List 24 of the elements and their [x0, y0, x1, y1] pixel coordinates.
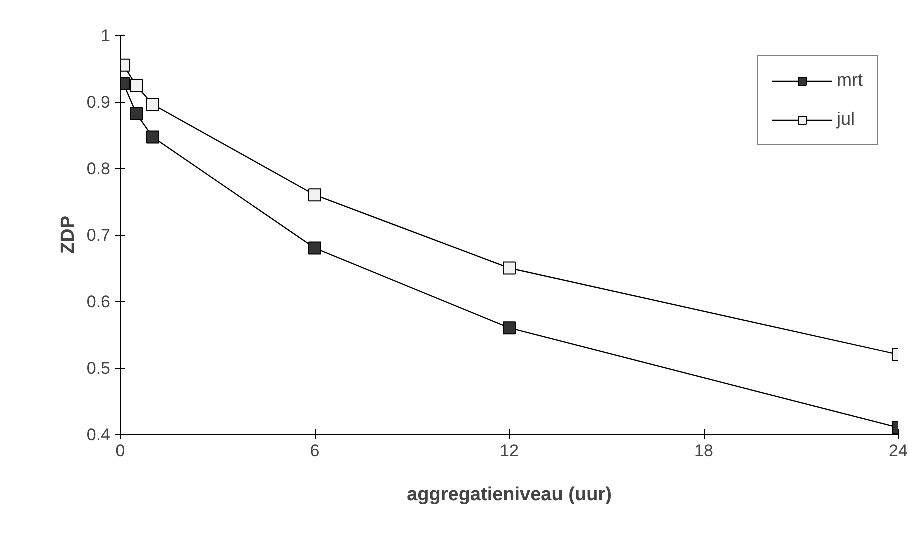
x-tick-label: 12: [500, 442, 519, 460]
point: [130, 107, 144, 120]
x-tick-label: 6: [310, 442, 320, 460]
legend-label: jul: [837, 109, 856, 130]
x-tick-label: 0: [116, 442, 126, 460]
y-tick-label: 0.8: [86, 160, 111, 178]
point: [146, 130, 160, 144]
point: [503, 322, 516, 335]
y-tick-label: 0.7: [86, 226, 111, 245]
x-axis-title: aggregatieniveau (uur): [407, 484, 612, 506]
point: [130, 80, 144, 93]
y-tick-label: 0.5: [86, 359, 111, 378]
point: [308, 242, 322, 255]
y-tick-label: 0.9: [86, 93, 111, 112]
y-tick-label: 0.4: [86, 426, 111, 444]
point: [146, 98, 160, 112]
y-axis-title: ZDP: [58, 216, 79, 254]
legend-label: mrt: [837, 70, 863, 91]
point: [308, 188, 322, 202]
point: [503, 262, 516, 275]
y-tick-label: 0.6: [86, 292, 111, 312]
x-tick-label: 18: [694, 442, 714, 460]
y-tick-label: 1: [101, 26, 111, 46]
x-tick-label: 24: [889, 442, 908, 460]
